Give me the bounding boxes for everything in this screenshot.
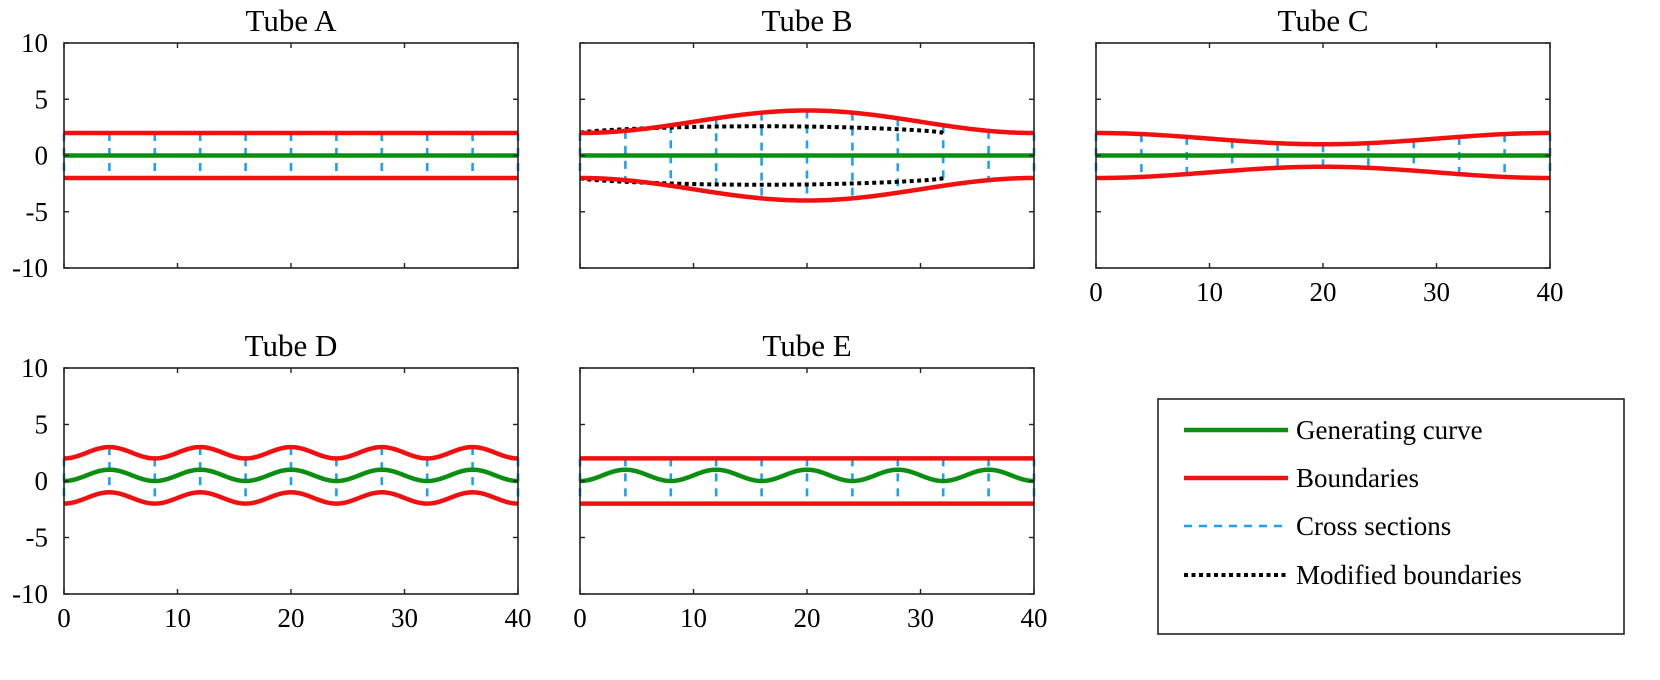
- x-tick-label: 10: [164, 603, 191, 633]
- y-tick-label: 10: [21, 28, 48, 58]
- y-tick-label: -5: [26, 523, 49, 553]
- y-tick-label: 5: [35, 410, 49, 440]
- x-tick-label: 0: [1089, 277, 1103, 307]
- y-tick-label: -5: [26, 197, 49, 227]
- x-tick-label: 10: [680, 603, 707, 633]
- boundary-upper: [1096, 130, 1550, 147]
- panel-title: Tube D: [245, 328, 338, 363]
- y-tick-label: -10: [12, 253, 48, 283]
- y-tick-label: 0: [35, 466, 49, 496]
- legend-box: [1157, 398, 1625, 635]
- y-tick-label: 0: [35, 141, 49, 171]
- x-tick-label: 40: [1021, 603, 1048, 633]
- panel-title: Tube E: [762, 328, 851, 363]
- x-tick-label: 20: [278, 603, 305, 633]
- panel-title: Tube A: [245, 3, 337, 38]
- y-tick-label: 10: [21, 353, 48, 383]
- panel-tube-b: Tube B: [578, 3, 1036, 269]
- panel-tube-a: Tube A -10 -5 0 5 10: [12, 3, 520, 283]
- x-tick-label: 20: [1310, 277, 1337, 307]
- panel-tube-d: Tube D 0 10 20 30 40 -10 -5 0 5 10: [12, 328, 532, 633]
- legend-label-generating: Generating curve: [1296, 415, 1483, 445]
- x-tick-label: 0: [573, 603, 587, 633]
- x-tick-label: 10: [1196, 277, 1223, 307]
- panel-tube-c: Tube C 0 10 20 30 40: [1089, 3, 1563, 307]
- legend: Generating curve Boundaries Cross sectio…: [1157, 398, 1625, 635]
- x-tick-label: 0: [57, 603, 71, 633]
- y-tick-label: 5: [35, 84, 49, 114]
- panel-title: Tube B: [761, 3, 852, 38]
- boundary-upper: [63, 444, 519, 461]
- panel-tube-e: Tube E 0 10 20 30 40: [573, 328, 1047, 633]
- boundary-lower: [580, 175, 1034, 203]
- boundary-lower: [63, 490, 519, 506]
- generating-curve: [579, 467, 1035, 484]
- legend-label-cross: Cross sections: [1296, 511, 1451, 541]
- legend-label-modified: Modified boundaries: [1296, 560, 1522, 590]
- x-tick-label: 20: [794, 603, 821, 633]
- panel-title: Tube C: [1277, 3, 1368, 38]
- boundary-lower: [1096, 164, 1550, 181]
- y-tick-label: -10: [12, 579, 48, 609]
- x-tick-label: 30: [391, 603, 418, 633]
- generating-curve: [63, 467, 519, 484]
- x-tick-label: 40: [1537, 277, 1564, 307]
- boundary-upper: [580, 108, 1034, 136]
- legend-label-boundaries: Boundaries: [1296, 463, 1419, 493]
- x-tick-label: 30: [1423, 277, 1450, 307]
- x-tick-label: 30: [907, 603, 934, 633]
- x-tick-label: 40: [505, 603, 532, 633]
